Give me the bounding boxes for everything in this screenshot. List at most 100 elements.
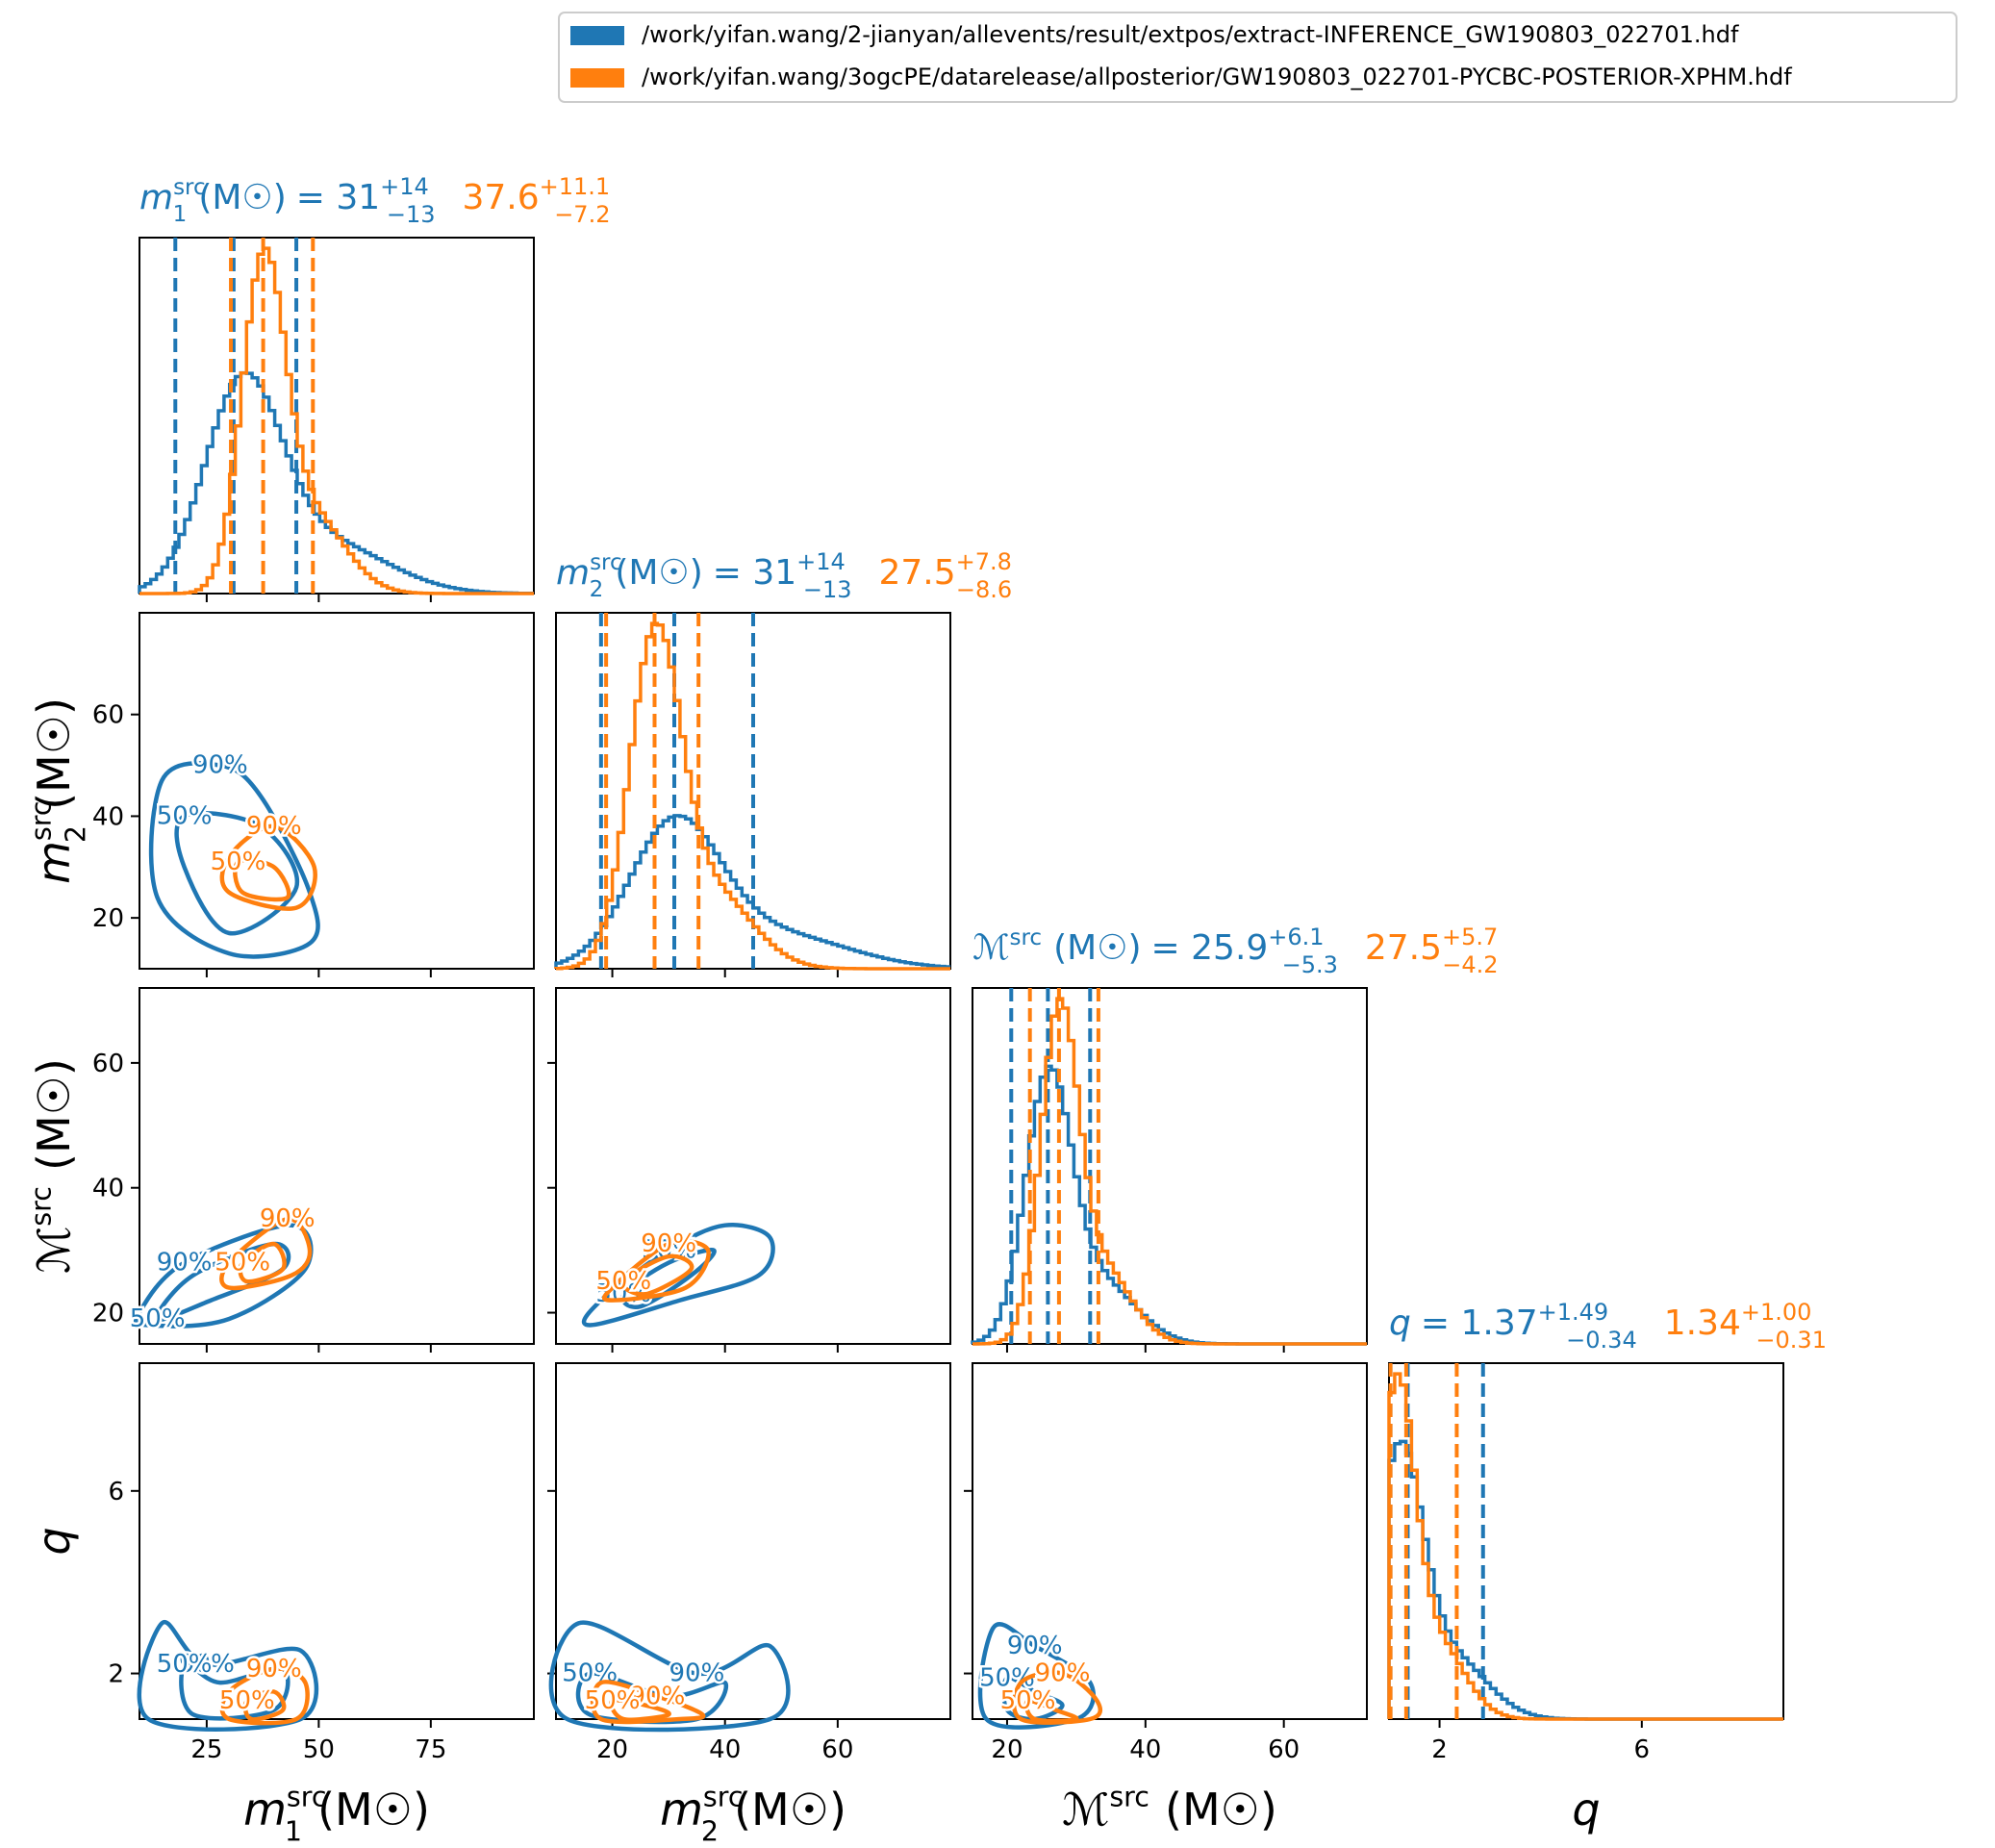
x-tick-label: 40 <box>709 1735 741 1764</box>
y-tick-label: 40 <box>92 1175 124 1203</box>
contour-90-orange <box>219 1216 313 1291</box>
y-axis-label-mc: ℳsrc(M☉) <box>26 1058 80 1274</box>
contour-label-50: 50% <box>595 1267 651 1296</box>
title-m1: msrc 1 (M☉) = 31+14 −13 37.6+11.1 −7.2 <box>139 173 610 228</box>
panel-frame <box>139 987 535 1345</box>
axis-label-q: q <box>28 1527 80 1555</box>
panel-m1-vs-m1 <box>139 237 535 602</box>
contour-90-orange <box>219 1666 310 1726</box>
x-axis-label-m1: msrc 1 (M☉) <box>243 1782 430 1848</box>
contour-label-90: 90% <box>630 1682 686 1710</box>
panel-q-vs-m1: 25 50 75 2 6 <box>108 1362 535 1764</box>
contour-label-90: 90% <box>1007 1632 1063 1660</box>
legend: /work/yifan.wang/2-jianyan/allevents/res… <box>558 12 1957 103</box>
histogram-orange-mc <box>972 988 1367 1346</box>
contour-label-90: 90% <box>669 1659 725 1688</box>
contour-label-90: 90% <box>260 1204 316 1233</box>
contour-50-blue <box>1001 1675 1065 1722</box>
title-text-m1: msrc 1 (M☉) = 31+14 −13 37.6+11.1 −7.2 <box>139 173 610 228</box>
x-axis-label-mc: ℳsrc (M☉) <box>1062 1782 1277 1835</box>
contour-50-orange <box>238 1241 287 1284</box>
legend-swatch-blue <box>570 26 624 45</box>
panel-mc-vs-mc <box>972 987 1368 1353</box>
contour-label-90: 90% <box>157 1249 213 1278</box>
contour-90-orange <box>219 823 317 911</box>
contour-label-90: 90% <box>246 812 302 841</box>
contour-label-50: 50% <box>211 848 266 876</box>
contour-50-orange <box>242 1689 287 1722</box>
histogram-step-blue <box>138 370 534 595</box>
contour-label-50: 50% <box>130 1304 186 1333</box>
contour-90-blue <box>548 1620 791 1733</box>
panel-q-vs-mc: 20 40 60 <box>964 1362 1368 1764</box>
histogram-step-orange <box>972 997 1367 1346</box>
contour-label-90: 90% <box>179 1650 235 1679</box>
contour-50-orange <box>609 1698 671 1722</box>
y-tick-label: 20 <box>92 1300 124 1329</box>
x-axis-label-m2: msrc 2 (M☉) <box>660 1782 846 1848</box>
y-tick-label: 6 <box>108 1478 124 1506</box>
title-m2: msrc 2 (M☉) = 31+14 −13 27.5+7.8 −8.6 <box>556 548 1012 603</box>
title-q: q = 1.37+1.49 −0.34 1.34+1.00 −0.31 <box>1389 1299 1827 1354</box>
axis-label-mc: ℳsrc(M☉) <box>1062 1782 1277 1835</box>
contour-90-orange <box>590 1680 706 1725</box>
y-axis-label-q: q <box>28 1527 80 1555</box>
x-tick-label: 20 <box>596 1735 628 1764</box>
x-tick-label: 60 <box>821 1735 853 1764</box>
contour-50-orange <box>620 1253 694 1297</box>
histogram-blue-m2 <box>554 613 950 969</box>
contour-label-50: 50% <box>157 801 213 830</box>
panel-frame <box>1388 1362 1784 1720</box>
contour-90-blue <box>148 761 320 959</box>
contour-50-blue <box>179 1661 290 1721</box>
histogram-step-orange <box>139 246 534 595</box>
contour-label-50: 50% <box>215 1249 270 1278</box>
histogram-orange-m2 <box>554 613 950 971</box>
contour-label-50: 50% <box>1000 1686 1056 1715</box>
contour-50-blue <box>174 811 300 936</box>
contour-label-90: 90% <box>246 1655 302 1683</box>
y-tick-label: 40 <box>92 802 124 831</box>
panel-frame <box>972 1362 1368 1720</box>
x-axis-label-q: q <box>1572 1784 1600 1835</box>
histogram-step-orange <box>554 621 950 971</box>
y-tick-label: 20 <box>92 904 124 933</box>
title-text-m2: msrc 2 (M☉) = 31+14 −13 27.5+7.8 −8.6 <box>556 548 1012 603</box>
x-tick-label: 40 <box>1129 1735 1161 1764</box>
y-axis-label-m2: msrc 2(M☉) <box>26 697 92 884</box>
legend-frame <box>558 12 1957 103</box>
x-tick-label: 75 <box>415 1735 446 1764</box>
axis-label-mc: ℳsrc(M☉) <box>26 1058 80 1274</box>
histogram-step-orange <box>1387 1372 1783 1721</box>
histogram-orange-m1 <box>139 238 534 595</box>
contour-90-blue <box>977 1622 1096 1730</box>
title-text-q: q = 1.37+1.49 −0.34 1.34+1.00 −0.31 <box>1389 1299 1827 1354</box>
legend-swatch-orange <box>570 68 624 88</box>
panel-mc-vs-m1: 20 40 60 <box>92 987 535 1353</box>
histogram-blue-m1 <box>138 238 534 595</box>
contour-90-blue <box>137 1619 319 1733</box>
x-tick-label: 60 <box>1268 1735 1300 1764</box>
y-tick-label: 60 <box>92 701 124 730</box>
contour-50-blue <box>155 1241 291 1323</box>
panel-frame <box>139 612 535 970</box>
panel-frame <box>139 1362 535 1720</box>
contour-50-orange <box>233 857 291 902</box>
legend-label-orange: /work/yifan.wang/3ogcPE/datarelease/allp… <box>642 63 1792 90</box>
title-text-mc: ℳsrc (M☉) = 25.9+6.1 −5.3 27.5+5.7 −4.2 <box>972 924 1499 978</box>
x-tick-label: 25 <box>190 1735 222 1764</box>
contour-label-50: 50% <box>157 1650 213 1679</box>
panel-q-vs-m2: 20 40 60 <box>547 1362 951 1764</box>
y-tick-label: 2 <box>108 1660 124 1689</box>
legend-label-blue: /work/yifan.wang/2-jianyan/allevents/res… <box>642 21 1739 48</box>
histogram-orange-q <box>1387 1363 1783 1721</box>
x-tick-label: 50 <box>303 1735 335 1764</box>
panel-frame <box>139 237 535 595</box>
axis-label-q: q <box>1572 1784 1600 1835</box>
contour-50-orange <box>1023 1698 1079 1724</box>
x-tick-label: 20 <box>991 1735 1023 1764</box>
